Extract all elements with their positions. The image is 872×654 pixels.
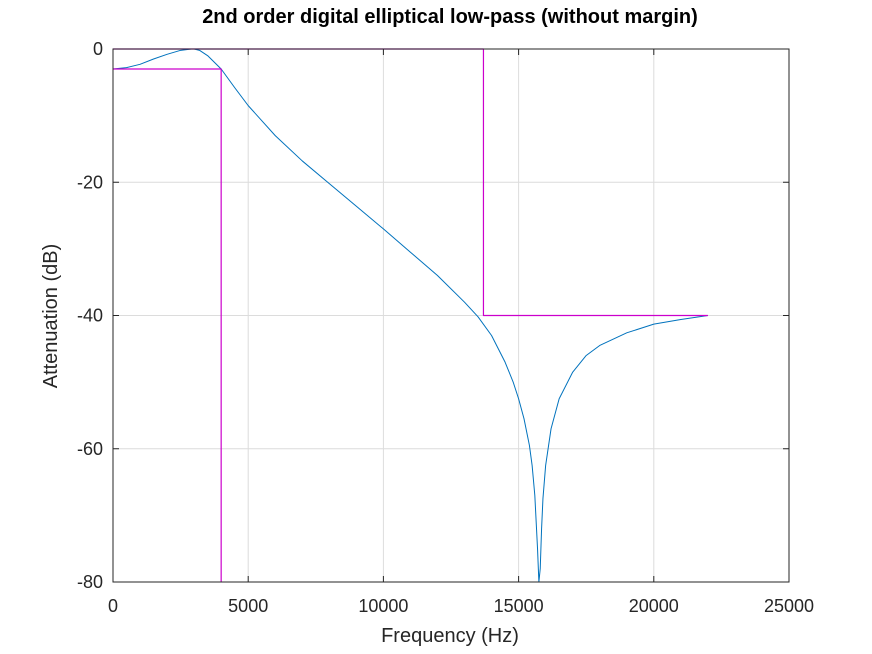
y-tick-label: -80	[77, 572, 103, 592]
y-tick-label: -40	[77, 306, 103, 326]
y-axis-label: Attenuation (dB)	[40, 244, 62, 389]
x-tick-label: 20000	[629, 596, 679, 616]
x-axis-label: Frequency (Hz)	[381, 625, 519, 647]
x-tick-label: 15000	[494, 596, 544, 616]
y-tick-label: -60	[77, 439, 103, 459]
x-tick-label: 10000	[358, 596, 408, 616]
passband-mask-line	[113, 68, 222, 582]
chart-title: 2nd order digital elliptical low-pass (w…	[202, 6, 698, 28]
y-tick-label: 0	[93, 39, 103, 59]
ticks: 0 5000 10000 15000 20000 25000 0 -20 -40 -60 -80	[77, 39, 814, 616]
x-tick-label: 25000	[764, 596, 814, 616]
x-tick-label: 0	[108, 596, 118, 616]
x-tick-label: 5000	[228, 596, 268, 616]
y-tick-label: -20	[77, 172, 103, 192]
